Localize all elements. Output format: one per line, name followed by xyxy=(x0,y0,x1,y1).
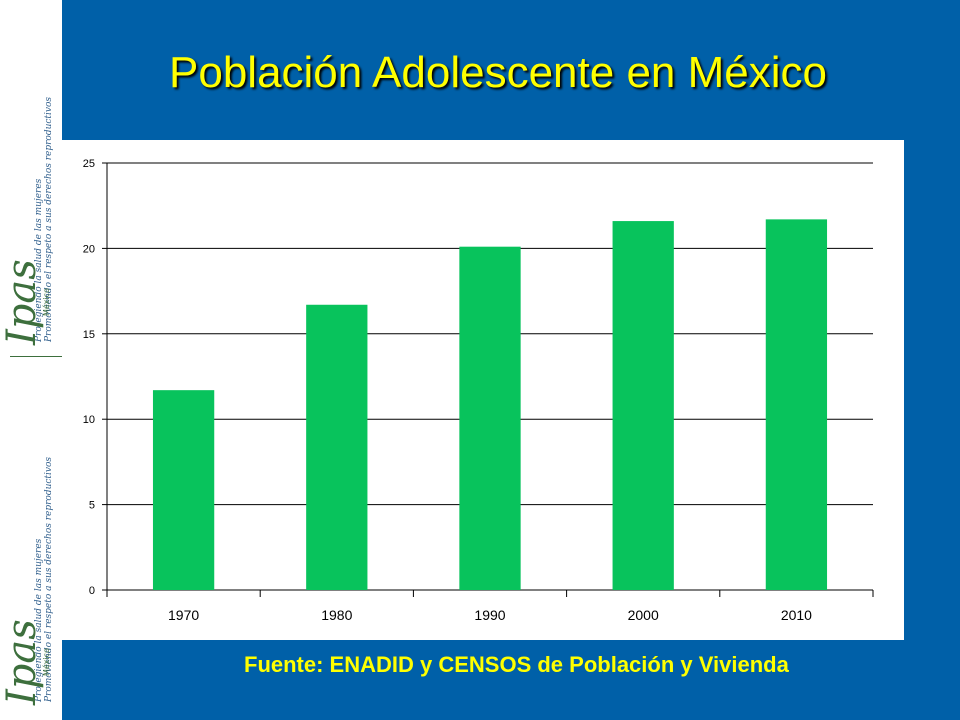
logo-divider xyxy=(10,356,62,357)
bar-1970 xyxy=(152,390,215,590)
brand-subtitle: México xyxy=(42,648,51,676)
x-tick-label-1970: 1970 xyxy=(168,607,199,623)
data-label-1970: 11,7 xyxy=(165,359,203,381)
source-note: Fuente: ENADID y CENSOS de Población y V… xyxy=(244,652,789,677)
x-tick-label-2010: 2010 xyxy=(781,607,812,623)
y-tick-label: 0 xyxy=(89,585,95,597)
bar-2000 xyxy=(612,221,674,590)
x-tick-label-1980: 1980 xyxy=(321,607,352,623)
ipas-logo-bottom: Protegiendo la salud de las mujeres Prom… xyxy=(0,360,62,720)
x-tick-label-2000: 2000 xyxy=(628,607,659,623)
y-tick-label: 5 xyxy=(89,500,95,512)
x-tick-label-1990: 1990 xyxy=(474,607,505,623)
y-tick-label: 25 xyxy=(83,158,95,170)
data-label-1990: 20,1 xyxy=(471,216,510,238)
bar-1990 xyxy=(459,246,521,590)
bar-chart: 0 5 10 15 20 25 11,7 1970 16,7 1980 20,1 1990 21,6 20… xyxy=(83,158,874,623)
brand-logo: Ipas xyxy=(0,619,45,705)
slide-title: Población Adolescente en México xyxy=(169,48,827,97)
bar-2010 xyxy=(765,219,828,590)
chart-panel: 0 5 10 15 20 25 11,7 1970 16,7 1980 20,1 1990 21,6 20… xyxy=(62,140,904,640)
y-tick-label: 15 xyxy=(83,329,95,341)
data-label-2010: 21,7 xyxy=(777,188,816,210)
data-label-1980: 16,7 xyxy=(317,274,356,296)
y-tick-label: 10 xyxy=(83,414,95,426)
sidebar-logo-band: Protegiendo la salud de las mujeres Prom… xyxy=(0,0,62,720)
bar-1980 xyxy=(306,304,368,590)
brand-subtitle: México xyxy=(42,288,51,316)
brand-logo: Ipas xyxy=(0,259,45,345)
data-label-2000: 21,6 xyxy=(624,190,663,212)
y-tick-label: 20 xyxy=(83,243,95,255)
